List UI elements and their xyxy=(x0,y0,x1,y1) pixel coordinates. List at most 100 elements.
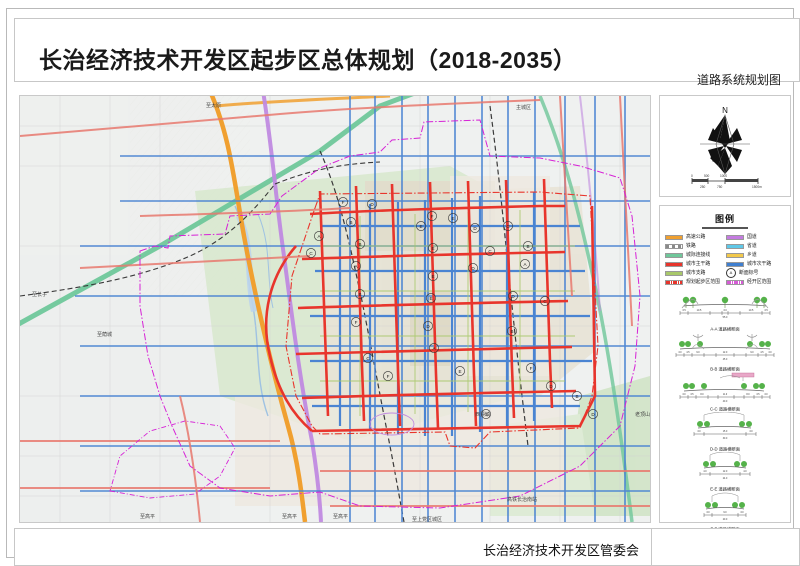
cross-section-label: B-B 道路横断面 xyxy=(710,366,740,372)
legend-label: 断面标号 xyxy=(739,269,759,276)
svg-text:E: E xyxy=(458,369,461,374)
cross-section-ee: 4.0 12.0 4.0 24.0 E-E 道路横断面 xyxy=(660,451,790,492)
legend-items: 高速公路 国道 铁路 省道 城际连接线 乡道 城市主干路 xyxy=(660,233,790,286)
scale-tick-750: 750 xyxy=(717,185,723,189)
svg-text:C: C xyxy=(484,412,488,417)
compass-rose-icon: N 0 xyxy=(691,106,762,189)
svg-text:A: A xyxy=(523,262,527,267)
svg-text:20.0: 20.0 xyxy=(723,519,728,521)
legend-swatch-secondary xyxy=(726,261,744,267)
cross-section-aa: 3.5 10.5 3.0 10.5 3.5 55.0 A-A 道路横断面 xyxy=(660,292,790,332)
svg-text:C: C xyxy=(366,356,370,361)
svg-text:3.5: 3.5 xyxy=(690,394,694,396)
map-label: 高铁长治南站 xyxy=(507,497,538,503)
cross-section-aa-graphic: 3.5 10.5 3.0 10.5 3.5 55.0 xyxy=(679,296,771,319)
north-letter: N xyxy=(722,106,728,115)
svg-text:E: E xyxy=(429,296,432,301)
legend-item: 高速公路 xyxy=(665,233,724,241)
svg-text:E: E xyxy=(451,216,454,221)
svg-text:C: C xyxy=(309,251,313,256)
svg-text:D: D xyxy=(511,294,515,299)
svg-text:F: F xyxy=(355,320,358,325)
map-label: 至高平 xyxy=(282,514,298,520)
legend-item: 经开区范围 xyxy=(726,278,785,286)
legend-item: 城市主干路 xyxy=(665,260,724,268)
svg-text:E: E xyxy=(419,224,422,229)
map-graphic: F D B E F E D C A C B E C B A E D A B E D C F D B A C… xyxy=(20,96,650,522)
svg-text:D: D xyxy=(370,202,374,207)
plan-sheet: 长治经济技术开发区起步区总体规划（2018-2035） 道路系统规划图 xyxy=(6,8,800,566)
svg-text:30.0: 30.0 xyxy=(723,438,728,440)
legend-item: 城市支路 xyxy=(665,269,724,277)
map-label: 至上党区城区 xyxy=(412,517,443,523)
svg-text:4.5: 4.5 xyxy=(760,352,764,354)
scale-tick-1000: 1000 xyxy=(720,174,727,178)
svg-text:24.0: 24.0 xyxy=(723,478,728,480)
cross-section-label: A-A 道路横断面 xyxy=(710,326,740,332)
legend-swatch-county xyxy=(726,252,744,258)
map-label: 主城区 xyxy=(516,105,532,111)
legend-swatch-intercity xyxy=(665,252,683,258)
svg-text:10.5: 10.5 xyxy=(749,309,754,312)
svg-text:3.0: 3.0 xyxy=(706,512,710,514)
svg-text:4.0: 4.0 xyxy=(703,471,707,473)
svg-text:E: E xyxy=(431,274,434,279)
svg-text:F: F xyxy=(431,214,434,219)
legend-swatch-highway xyxy=(665,234,683,240)
footer-bar: 长治经济技术开发区管委会 xyxy=(14,528,800,566)
section-marker-icon: A xyxy=(726,268,736,278)
legend-label: 规划起步区范围 xyxy=(686,278,720,285)
svg-text:3.5: 3.5 xyxy=(756,394,760,396)
svg-text:B: B xyxy=(526,244,529,249)
svg-text:4.5: 4.5 xyxy=(686,352,690,354)
footer-signature-box xyxy=(651,529,793,565)
map-label: 至高平 xyxy=(140,514,156,520)
svg-text:4.0: 4.0 xyxy=(743,471,747,473)
legend-label: 国道 xyxy=(747,233,757,240)
svg-text:8.0: 8.0 xyxy=(746,394,750,396)
svg-text:9.0: 9.0 xyxy=(696,352,700,354)
legend-label: 省道 xyxy=(747,242,757,249)
svg-text:B: B xyxy=(510,329,513,334)
svg-text:D: D xyxy=(473,226,477,231)
svg-text:8.0: 8.0 xyxy=(700,394,704,396)
svg-text:D: D xyxy=(471,266,475,271)
legend-item: 规划起步区范围 xyxy=(665,278,724,286)
svg-text:45.0: 45.0 xyxy=(723,359,728,361)
cross-section-cc-graphic: 3.0 3.5 8.0 11.0 8.0 3.5 3.0 40.0 xyxy=(679,372,771,403)
svg-text:A: A xyxy=(317,234,321,239)
svg-text:3.0: 3.0 xyxy=(682,394,686,396)
svg-text:A: A xyxy=(432,346,436,351)
cross-section-dd-graphic: 3.0 15.0 3.0 30.0 xyxy=(693,411,757,440)
legend-item: 乡道 xyxy=(726,251,785,259)
svg-text:3.0: 3.0 xyxy=(764,394,768,396)
svg-text:F: F xyxy=(387,374,390,379)
svg-text:40.0: 40.0 xyxy=(723,401,728,403)
legend-swatch-national xyxy=(726,234,744,240)
legend-label: 城市主干路 xyxy=(686,260,711,267)
legend-swatch-startzone xyxy=(665,279,683,285)
legend-swatch-arterial xyxy=(665,261,683,267)
svg-text:A: A xyxy=(354,264,358,269)
map-label: 至高平 xyxy=(333,514,349,520)
map-label: 至太原 xyxy=(206,103,222,109)
legend-label: 铁路 xyxy=(686,242,696,249)
legend-swatch-railway xyxy=(665,243,683,249)
legend-title: 图例 xyxy=(714,214,735,224)
svg-text:D: D xyxy=(549,384,553,389)
scale-tick-250: 250 xyxy=(700,185,706,189)
cross-section-cc: 3.0 3.5 8.0 11.0 8.0 3.5 3.0 40.0 C-C 道路横断面 xyxy=(660,372,790,412)
svg-text:9.0: 9.0 xyxy=(723,512,727,514)
page-title: 长治经济技术开发区起步区总体规划（2018-2035） xyxy=(39,47,577,73)
road-cross-sections: 3.5 10.5 3.0 10.5 3.5 55.0 A-A 道路横断面 3.0 4.5 9… xyxy=(660,292,790,532)
legend-label: 经开区范围 xyxy=(747,278,772,285)
map-label: 至长子 xyxy=(32,292,48,298)
svg-text:B: B xyxy=(358,292,361,297)
svg-text:3.0: 3.0 xyxy=(678,352,682,354)
map-panel[interactable]: F D B E F E D C A C B E C B A E D A B E D C F D B A C… xyxy=(19,95,651,523)
legend-label: 城际连接线 xyxy=(686,251,711,258)
svg-text:B: B xyxy=(358,242,361,247)
svg-text:12.0: 12.0 xyxy=(723,471,728,473)
svg-text:3.0: 3.0 xyxy=(740,512,744,514)
map-label: 至荫城 xyxy=(97,332,113,338)
